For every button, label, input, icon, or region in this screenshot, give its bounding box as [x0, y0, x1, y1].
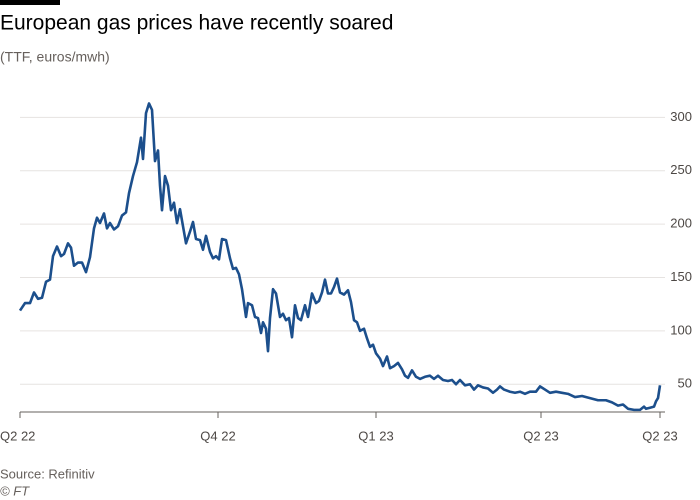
x-tick-label: Q4 22: [200, 428, 235, 443]
brand-bar: [0, 0, 60, 5]
source: Source: Refinitiv: [0, 466, 95, 481]
y-tick-label: 100: [670, 322, 692, 337]
chart-title: European gas prices have recently soared: [0, 12, 393, 35]
credit: © FT: [0, 483, 30, 498]
y-tick-label: 250: [670, 162, 692, 177]
x-tick-label: Q2 23: [523, 428, 558, 443]
x-tick-label: Q2 22: [0, 428, 35, 443]
x-tick-label: Q1 23: [358, 428, 393, 443]
line-series: [18, 102, 662, 412]
y-tick-label: 150: [670, 269, 692, 284]
y-tick-label: 300: [670, 109, 692, 124]
chart-subtitle: (TTF, euros/mwh): [0, 49, 110, 65]
y-tick-label: 50: [678, 376, 692, 391]
x-tick-label: Q2 23: [642, 428, 677, 443]
y-tick-label: 200: [670, 216, 692, 231]
